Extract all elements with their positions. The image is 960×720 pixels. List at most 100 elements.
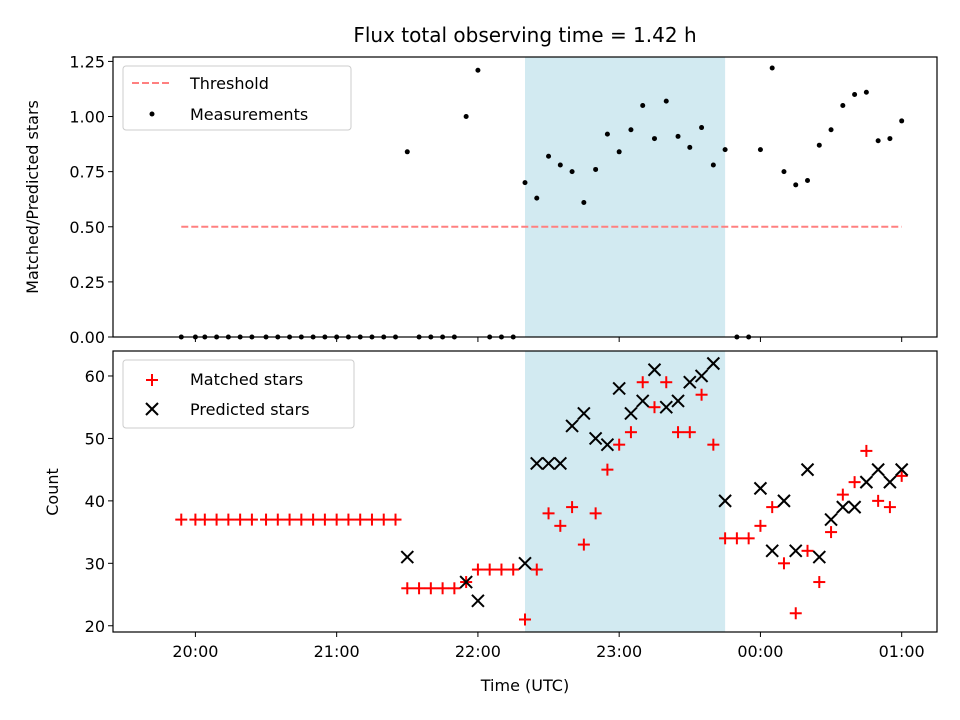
measurement-point — [699, 125, 705, 131]
matched-stars-point — [636, 376, 649, 389]
measurement-point — [687, 144, 693, 150]
measurement-point — [404, 149, 410, 155]
top-legend: Threshold Measurements — [122, 65, 352, 131]
measurement-point — [757, 147, 763, 153]
matched-stars-point — [436, 582, 449, 595]
matched-stars-point — [801, 544, 814, 557]
matched-stars-point — [389, 513, 402, 526]
measurement-point — [769, 65, 775, 71]
measurement-point — [863, 89, 869, 95]
matched-stars-point — [530, 563, 543, 576]
matched-stars-point — [624, 426, 637, 439]
matched-stars-point — [354, 513, 367, 526]
predicted-stars-point — [800, 462, 815, 477]
matched-stars-point — [672, 426, 685, 439]
measurement-point — [593, 166, 599, 172]
matched-stars-point — [330, 513, 343, 526]
measurement-point — [604, 131, 610, 137]
measurement-point — [569, 169, 575, 175]
predicted-stars-point — [600, 437, 615, 452]
top-legend-box — [122, 65, 352, 131]
bottom-y-tick-label: 20 — [85, 617, 105, 636]
legend-threshold-label: Threshold — [189, 74, 269, 93]
legend-measurements-swatch — [149, 111, 155, 117]
predicted-stars-point — [518, 556, 532, 571]
matched-stars-point — [695, 388, 708, 401]
predicted-stars-point — [636, 394, 650, 408]
measurement-point — [651, 136, 657, 142]
top-y-tick-label: 0.50 — [69, 218, 105, 237]
predicted-stars-point — [765, 544, 779, 558]
measurement-point — [887, 136, 893, 142]
predicted-stars-point — [859, 475, 874, 489]
top-y-tick-label: 0.25 — [69, 273, 105, 292]
matched-stars-point — [848, 476, 861, 489]
measurement-point — [805, 177, 811, 183]
measurement-point — [840, 103, 846, 109]
predicted-stars-point — [459, 575, 473, 589]
matched-stars-point — [471, 563, 484, 576]
predicted-stars-point — [471, 594, 485, 608]
matched-stars-point — [495, 563, 508, 576]
top-y-axis-label: Matched/Predicted stars — [23, 100, 42, 294]
matched-stars-point — [777, 557, 790, 570]
top-y-tick-label: 0.00 — [69, 328, 105, 347]
predicted-stars-point — [565, 419, 579, 433]
predicted-stars-point — [694, 369, 709, 383]
predicted-stars-point — [588, 431, 603, 446]
measurement-point — [640, 103, 646, 109]
measurement-point — [781, 169, 787, 175]
chart-title: Flux total observing time = 1.42 h — [353, 23, 696, 47]
measurement-point — [557, 162, 563, 168]
measurement-point — [628, 127, 634, 133]
matched-stars-point — [245, 513, 258, 526]
bottom-x-tick-label: 00:00 — [737, 642, 783, 661]
measurement-point — [675, 133, 681, 139]
matched-stars-point — [507, 563, 520, 576]
predicted-stars-point — [400, 550, 414, 564]
predicted-stars-point — [647, 363, 662, 377]
matched-stars-point — [271, 513, 284, 526]
matched-stars-point — [683, 426, 696, 439]
top-plot-frame — [112, 56, 938, 338]
bottom-y-tick-label: 50 — [85, 429, 105, 448]
bottom-legend-box — [122, 359, 355, 429]
legend-predicted-swatch — [145, 402, 159, 416]
measurement-point — [522, 180, 528, 186]
predicted-stars-point — [789, 544, 803, 558]
matched-stars-point — [754, 519, 767, 532]
bottom-y-tick-label: 30 — [85, 554, 105, 573]
matched-stars-point — [222, 513, 235, 526]
predicted-stars-point — [824, 512, 838, 527]
bottom-x-tick-label: 23:00 — [596, 642, 642, 661]
matched-stars-point — [424, 582, 437, 595]
matched-stars-point — [175, 513, 188, 526]
measurement-point — [899, 118, 905, 124]
matched-stars-point — [789, 607, 802, 620]
measurement-point — [663, 98, 669, 104]
matched-stars-point — [318, 513, 331, 526]
measurement-point — [816, 142, 822, 148]
matched-stars-point — [660, 376, 673, 389]
measurement-point — [534, 195, 540, 201]
matched-stars-point — [766, 501, 779, 514]
top-observing-window — [525, 57, 726, 337]
matched-stars-point — [860, 444, 873, 457]
flux-ratio-panel: Flux total observing time = 1.42 h Match… — [23, 23, 938, 347]
predicted-stars-point — [706, 356, 721, 371]
bottom-observing-window — [525, 351, 726, 632]
predicted-stars-point — [541, 456, 556, 471]
measurement-point — [722, 147, 728, 153]
matched-stars-point — [198, 513, 211, 526]
matched-stars-point — [483, 563, 496, 576]
matched-stars-point — [554, 519, 567, 532]
predicted-stars-point — [894, 462, 909, 477]
predicted-stars-point — [777, 494, 791, 508]
legend-measurements-label: Measurements — [190, 105, 308, 124]
predicted-stars-point — [659, 400, 673, 414]
measurement-point — [828, 127, 834, 133]
matched-stars-point — [825, 526, 838, 539]
measurement-point — [581, 200, 587, 206]
predicted-stars-point — [683, 375, 697, 389]
matched-stars-point — [883, 501, 896, 514]
